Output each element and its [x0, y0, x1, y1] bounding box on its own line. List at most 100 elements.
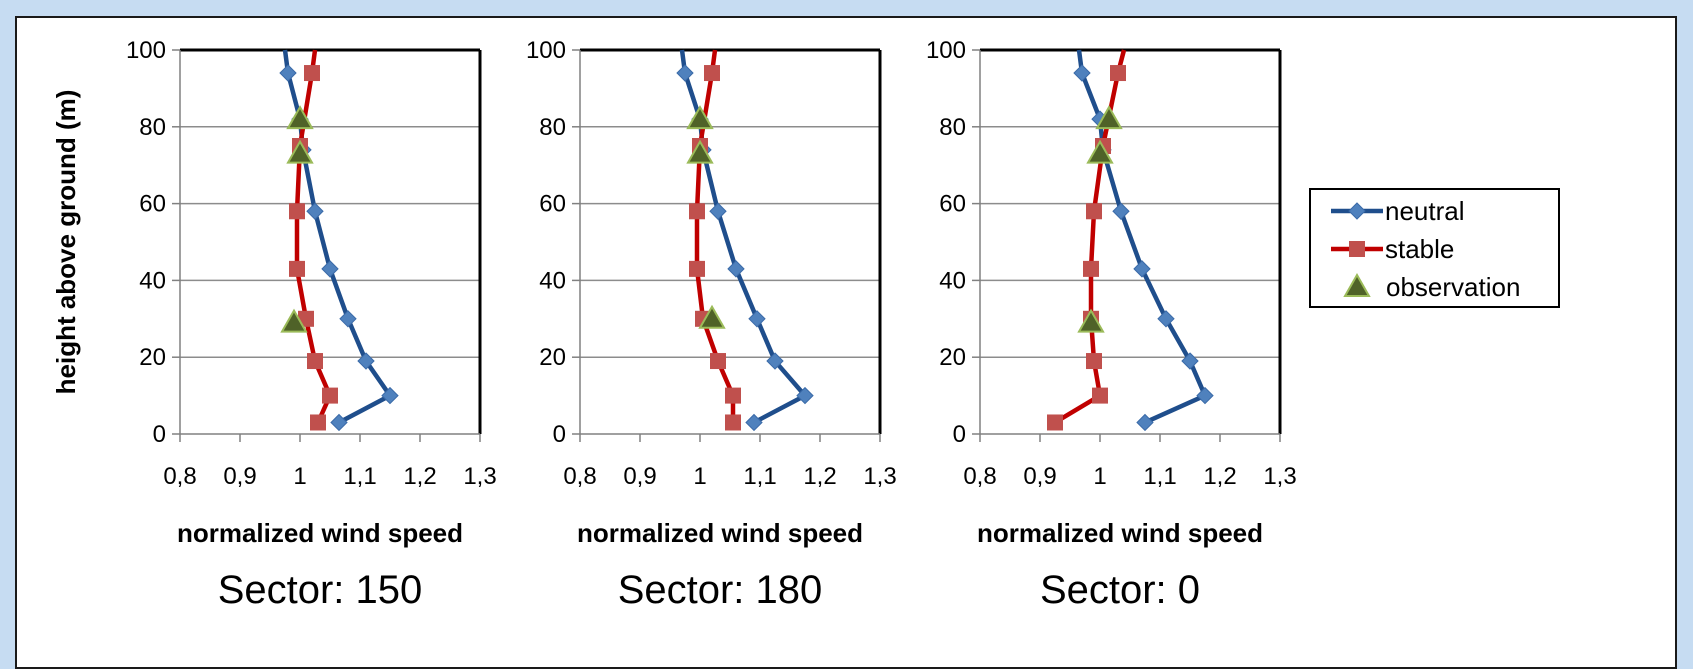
legend-marker-observation	[1343, 272, 1371, 297]
data-point-observation	[286, 139, 314, 164]
legend-marker-neutral	[1348, 202, 1366, 220]
data-point-neutral	[357, 352, 375, 370]
y-tick-label: 100	[926, 37, 966, 64]
y-tick-label: 0	[553, 421, 566, 448]
y-tick-label: 20	[939, 344, 966, 371]
data-point-observation	[286, 105, 314, 130]
data-point-stable	[725, 387, 741, 404]
y-tick-label: 60	[939, 191, 966, 218]
chart-frame: 0 20 40 60 80 100 0,8 0,9 1 1,1 1,2 1,3 normalized w…	[15, 16, 1677, 669]
data-point-neutral	[306, 202, 324, 220]
y-tick-label: 0	[153, 421, 166, 448]
data-point-observation	[686, 139, 714, 164]
x-tick-label: 1,1	[343, 463, 376, 490]
x-tick-label: 0,9	[623, 463, 656, 490]
y-tick-label: 60	[139, 191, 166, 218]
data-point-stable	[710, 353, 726, 370]
data-point-neutral	[727, 260, 745, 278]
y-tick-label: 40	[539, 267, 566, 294]
x-tick-label: 1,2	[403, 463, 436, 490]
data-point-neutral	[1133, 260, 1151, 278]
sector-caption: Sector: 0	[1040, 568, 1200, 612]
data-point-stable	[1110, 65, 1126, 82]
x-tick-label: 1,2	[803, 463, 836, 490]
sector-caption: Sector: 150	[218, 568, 423, 612]
data-point-neutral	[1181, 352, 1199, 370]
data-point-neutral	[1196, 386, 1214, 405]
data-point-stable	[725, 414, 741, 431]
x-tick-label: 1	[293, 463, 306, 490]
x-axis-title: normalized wind speed	[977, 518, 1263, 548]
data-point-neutral	[381, 386, 399, 405]
data-point-neutral	[1112, 202, 1130, 220]
x-tick-label: 0,9	[223, 463, 256, 490]
data-point-stable	[310, 414, 326, 431]
y-tick-label: 80	[139, 114, 166, 141]
y-tick-label: 40	[139, 267, 166, 294]
data-point-observation	[1077, 308, 1105, 333]
data-point-neutral	[321, 260, 339, 278]
data-point-stable	[322, 387, 338, 404]
data-point-stable	[1092, 387, 1108, 404]
x-tick-label: 0,9	[1023, 463, 1056, 490]
data-point-stable	[289, 203, 305, 220]
y-tick-label: 80	[539, 114, 566, 141]
data-point-stable	[289, 260, 305, 277]
data-point-neutral	[339, 310, 357, 328]
y-tick-label: 100	[126, 37, 166, 64]
legend-label: observation	[1386, 272, 1520, 302]
data-point-neutral	[1136, 413, 1154, 432]
legend-item-observation: observation	[1343, 272, 1520, 302]
x-tick-label: 1,1	[1143, 463, 1176, 490]
data-point-neutral	[1157, 310, 1175, 328]
series-line-neutral	[1076, 49, 1208, 425]
x-tick-label: 0,8	[563, 463, 596, 490]
data-point-observation	[686, 105, 714, 130]
data-point-observation	[1086, 139, 1114, 164]
data-point-neutral	[279, 64, 297, 82]
x-tick-label: 0,8	[163, 463, 196, 490]
data-point-observation	[280, 308, 308, 333]
data-point-neutral	[766, 352, 784, 370]
sector-caption: Sector: 180	[618, 568, 823, 612]
legend: neutral stable observation	[1309, 188, 1560, 308]
y-tick-label: 80	[939, 114, 966, 141]
x-tick-label: 1,3	[463, 463, 496, 490]
data-point-stable	[1083, 260, 1099, 277]
legend-marker-stable	[1349, 241, 1365, 257]
data-point-neutral	[796, 386, 814, 405]
data-point-neutral	[709, 202, 727, 220]
legend-item-stable: stable	[1331, 234, 1454, 264]
data-point-neutral	[1073, 64, 1091, 82]
y-tick-label: 100	[526, 37, 566, 64]
data-point-stable	[1086, 203, 1102, 220]
chart-panel-3: 0 20 40 60 80 100 0,8 0,9 1 1,1 1,2 1,3 normalized w…	[926, 37, 1297, 612]
data-point-stable	[689, 260, 705, 277]
legend-label: stable	[1385, 234, 1454, 264]
x-tick-label: 1,3	[1263, 463, 1296, 490]
y-axis-title: height above ground (m)	[51, 90, 81, 395]
data-point-stable	[704, 65, 720, 82]
x-axis-title: normalized wind speed	[177, 518, 463, 548]
data-point-observation	[1095, 105, 1123, 130]
chart-panel-2: 0 20 40 60 80 100 0,8 0,9 1 1,1 1,2 1,3 normalized w…	[526, 37, 897, 612]
x-axis-title: normalized wind speed	[577, 518, 863, 548]
series-line-neutral	[282, 49, 393, 425]
x-tick-label: 1	[693, 463, 706, 490]
y-tick-label: 0	[953, 421, 966, 448]
legend-label: neutral	[1385, 196, 1465, 226]
data-point-stable	[1047, 414, 1063, 431]
x-tick-label: 1,2	[1203, 463, 1236, 490]
legend-item-neutral: neutral	[1331, 196, 1465, 226]
x-tick-label: 1,3	[863, 463, 896, 490]
data-point-stable	[307, 353, 323, 370]
data-point-stable	[304, 65, 320, 82]
data-point-stable	[1086, 353, 1102, 370]
y-tick-label: 60	[539, 191, 566, 218]
data-point-neutral	[745, 413, 763, 432]
data-point-stable	[689, 203, 705, 220]
series-line-neutral	[679, 49, 808, 425]
data-point-neutral	[748, 310, 766, 328]
x-tick-label: 1	[1093, 463, 1106, 490]
